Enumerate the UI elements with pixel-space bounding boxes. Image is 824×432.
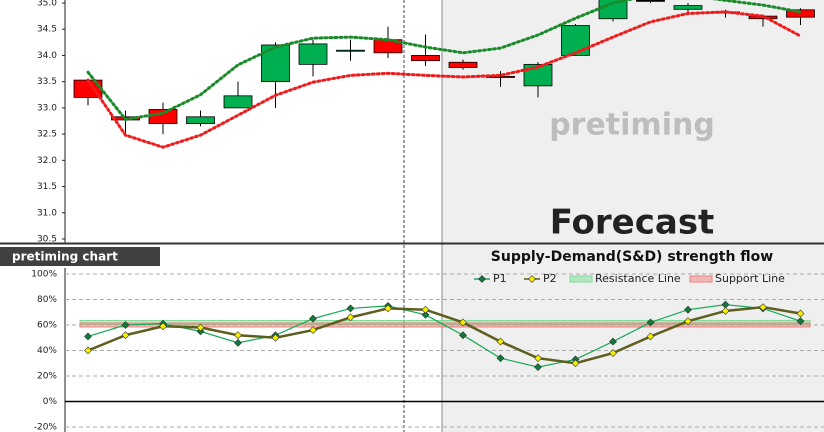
candle-body xyxy=(636,0,665,2)
legend-label: Support Line xyxy=(715,272,785,285)
point xyxy=(496,337,505,346)
panel-label: pretiming chart xyxy=(12,250,118,264)
legend-swatch xyxy=(569,275,593,283)
point xyxy=(84,332,92,341)
y-tick-label: 32.0 xyxy=(37,156,57,166)
y-tick-label: 31.5 xyxy=(37,182,57,192)
legend-swatch xyxy=(689,275,713,283)
y-tick-label: 20% xyxy=(37,372,57,382)
y-tick-label: 40% xyxy=(37,346,57,356)
y-tick-label: 34.0 xyxy=(37,51,57,61)
candle-body xyxy=(336,49,365,52)
candle-body xyxy=(486,76,515,78)
point xyxy=(796,309,805,318)
y-tick-label: 80% xyxy=(37,295,57,305)
point xyxy=(346,313,355,322)
point xyxy=(234,331,242,340)
point xyxy=(346,304,355,313)
y-tick-label: 60% xyxy=(37,321,57,331)
point xyxy=(646,332,655,341)
candle-body xyxy=(298,43,328,65)
point xyxy=(421,305,430,314)
legend-label: P1 xyxy=(493,272,507,285)
legend-marker xyxy=(528,275,536,283)
point xyxy=(196,323,205,332)
point xyxy=(796,317,805,326)
point xyxy=(571,359,580,368)
point xyxy=(84,346,92,355)
legend-label: P2 xyxy=(543,272,557,285)
point xyxy=(459,331,467,340)
candle-body xyxy=(673,5,703,10)
point xyxy=(309,314,317,323)
point xyxy=(421,310,430,319)
candle-body xyxy=(411,55,440,62)
series-line xyxy=(87,303,801,368)
legend-marker xyxy=(478,275,486,283)
point xyxy=(309,326,317,335)
watermark: pretiming xyxy=(549,108,715,143)
y-tick-label: 100% xyxy=(31,270,57,280)
point xyxy=(759,303,767,312)
point xyxy=(121,321,130,329)
point xyxy=(684,317,692,326)
y-tick-label: 33.5 xyxy=(37,77,57,87)
point xyxy=(234,338,242,347)
forecast-region xyxy=(442,0,824,432)
y-tick-label: 30.5 xyxy=(37,235,57,245)
y-tick-label: -20% xyxy=(34,423,58,432)
candle-body xyxy=(786,9,815,18)
point xyxy=(271,333,280,342)
point xyxy=(384,304,392,313)
y-tick-label: 31.0 xyxy=(37,208,57,218)
forecast-label: Forecast xyxy=(550,203,715,243)
candle-body xyxy=(186,116,215,125)
point xyxy=(721,307,730,315)
legend-label: Resistance Line xyxy=(595,272,681,285)
candle-body xyxy=(148,109,178,125)
chart-title: Supply-Demand(S&D) strength flow xyxy=(491,249,773,265)
candle-body xyxy=(561,25,590,56)
point xyxy=(609,349,617,357)
point xyxy=(121,331,130,340)
y-tick-label: 35.0 xyxy=(37,0,57,9)
candle-body xyxy=(448,61,478,68)
y-tick-label: 32.5 xyxy=(37,130,57,140)
point xyxy=(609,337,617,346)
trend-line xyxy=(86,0,802,122)
y-tick-label: 33.0 xyxy=(37,103,57,113)
candle-plot xyxy=(73,0,815,149)
series-line xyxy=(87,305,801,365)
point xyxy=(496,354,505,363)
y-tick-label: 34.5 xyxy=(37,25,57,35)
point xyxy=(534,354,542,363)
point xyxy=(534,363,542,371)
point xyxy=(646,318,655,327)
panel-label-box xyxy=(0,247,160,266)
point xyxy=(684,305,692,314)
y-tick-label: 0% xyxy=(43,397,58,407)
candle-body xyxy=(223,95,253,109)
point xyxy=(159,322,167,331)
trend-line xyxy=(86,10,802,149)
point xyxy=(459,318,467,327)
